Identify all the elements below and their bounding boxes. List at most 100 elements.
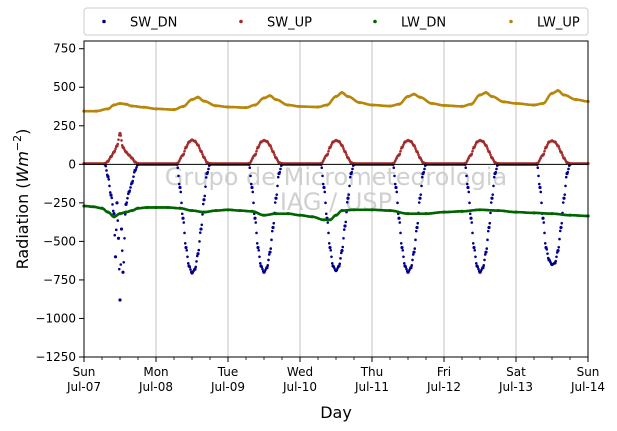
series-trail-dot: [464, 166, 468, 169]
data-point: [106, 175, 110, 179]
series-trail-dot: [254, 221, 258, 224]
series-trail-dot: [417, 201, 421, 204]
legend-frame: [83, 7, 589, 36]
data-point: [253, 103, 257, 107]
series-trail-dot: [326, 221, 330, 224]
data-point: [400, 145, 404, 149]
data-point: [268, 143, 272, 148]
data-point: [118, 212, 122, 216]
data-point: [574, 97, 578, 102]
series-trail-dot: [324, 201, 327, 205]
legend-label: LW_DN: [401, 16, 446, 31]
data-point: [184, 145, 188, 149]
data-point: [310, 215, 314, 219]
x-tick-label-date: Jul-13: [498, 380, 533, 394]
data-point: [412, 143, 416, 148]
series-trail-dot: [347, 193, 351, 196]
data-point: [406, 270, 410, 274]
series-trail-dot: [539, 190, 543, 194]
legend-label: SW_DN: [130, 16, 177, 31]
data-point: [556, 89, 560, 93]
series-trail-dot: [111, 203, 114, 206]
data-point: [316, 105, 320, 109]
series-trail-dot: [543, 241, 547, 245]
data-point: [340, 143, 344, 148]
series-trail-dot: [402, 255, 405, 259]
series-trail-dot: [555, 255, 558, 259]
data-point: [484, 143, 488, 148]
data-point: [325, 153, 329, 157]
data-point: [202, 198, 206, 202]
series-trail-dot: [393, 182, 397, 186]
series-trail-dot: [201, 213, 204, 216]
series-trail-dot: [348, 175, 352, 179]
data-point: [334, 269, 338, 273]
data-point: [199, 149, 203, 153]
series-trail-dot: [266, 264, 270, 267]
series-trail-dot: [402, 262, 406, 265]
series-trail-dot: [117, 267, 121, 271]
data-point: [106, 107, 110, 111]
data-point: [352, 208, 356, 212]
y-axis-label: Radiation (Wm−2): [11, 129, 32, 270]
series-trail-dot: [483, 258, 486, 262]
legend-label: LW_UP: [537, 16, 580, 31]
data-point: [478, 208, 482, 212]
series-trail-dot: [471, 149, 474, 153]
series-trail-dot: [398, 221, 402, 224]
series-trail-dot: [249, 174, 252, 178]
series-trail-dot: [399, 241, 403, 245]
data-point: [226, 105, 230, 109]
series-trail-dot: [261, 267, 264, 271]
data-point: [124, 102, 128, 106]
watermark: Grupo de Micrometeorologia IAG / USP: [165, 163, 507, 216]
data-point: [298, 213, 302, 217]
series-trail-dot: [542, 221, 546, 224]
data-point: [340, 249, 344, 253]
data-point: [119, 227, 124, 231]
data-point: [481, 139, 485, 144]
data-point: [346, 156, 350, 160]
y-tick-label: −1250: [35, 350, 76, 364]
series-trail-dot: [194, 265, 198, 269]
series-trail-dot: [468, 212, 472, 216]
data-point: [556, 249, 560, 253]
data-point: [328, 245, 332, 250]
data-point: [325, 103, 329, 107]
series-trail-dot: [474, 255, 477, 259]
data-point: [322, 185, 326, 190]
data-point: [469, 102, 473, 106]
data-point: [514, 210, 518, 214]
data-point: [265, 266, 269, 270]
series-trail-dot: [198, 240, 201, 243]
series-trail-dot: [489, 153, 492, 157]
data-point: [109, 193, 113, 197]
data-point: [550, 139, 554, 143]
series-layer: [82, 89, 590, 302]
series-trail-dot: [492, 175, 496, 179]
data-point: [322, 218, 326, 222]
data-point: [403, 140, 407, 144]
series-trail-dot: [120, 139, 123, 142]
series-trail-dot: [198, 231, 202, 234]
data-point: [358, 101, 362, 105]
series-trail-dot: [413, 247, 417, 250]
data-point: [544, 145, 548, 149]
series-trail-dot: [132, 175, 135, 178]
series-trail-dot: [185, 248, 189, 252]
data-point: [118, 298, 122, 302]
series-trail-dot: [120, 249, 124, 252]
data-point: [181, 216, 185, 220]
series-trail-dot: [471, 231, 474, 235]
series-trail-dot: [200, 223, 204, 227]
series-trail-dot: [341, 245, 345, 249]
series-trail-dot: [117, 138, 120, 141]
series-trail-dot: [473, 248, 477, 252]
data-point: [442, 210, 446, 214]
data-point: [568, 213, 572, 217]
data-point: [547, 258, 551, 262]
series-trail-dot: [561, 153, 564, 157]
series-trail-dot: [348, 184, 351, 188]
data-point: [418, 156, 422, 160]
y-tick-label: −750: [43, 273, 76, 287]
